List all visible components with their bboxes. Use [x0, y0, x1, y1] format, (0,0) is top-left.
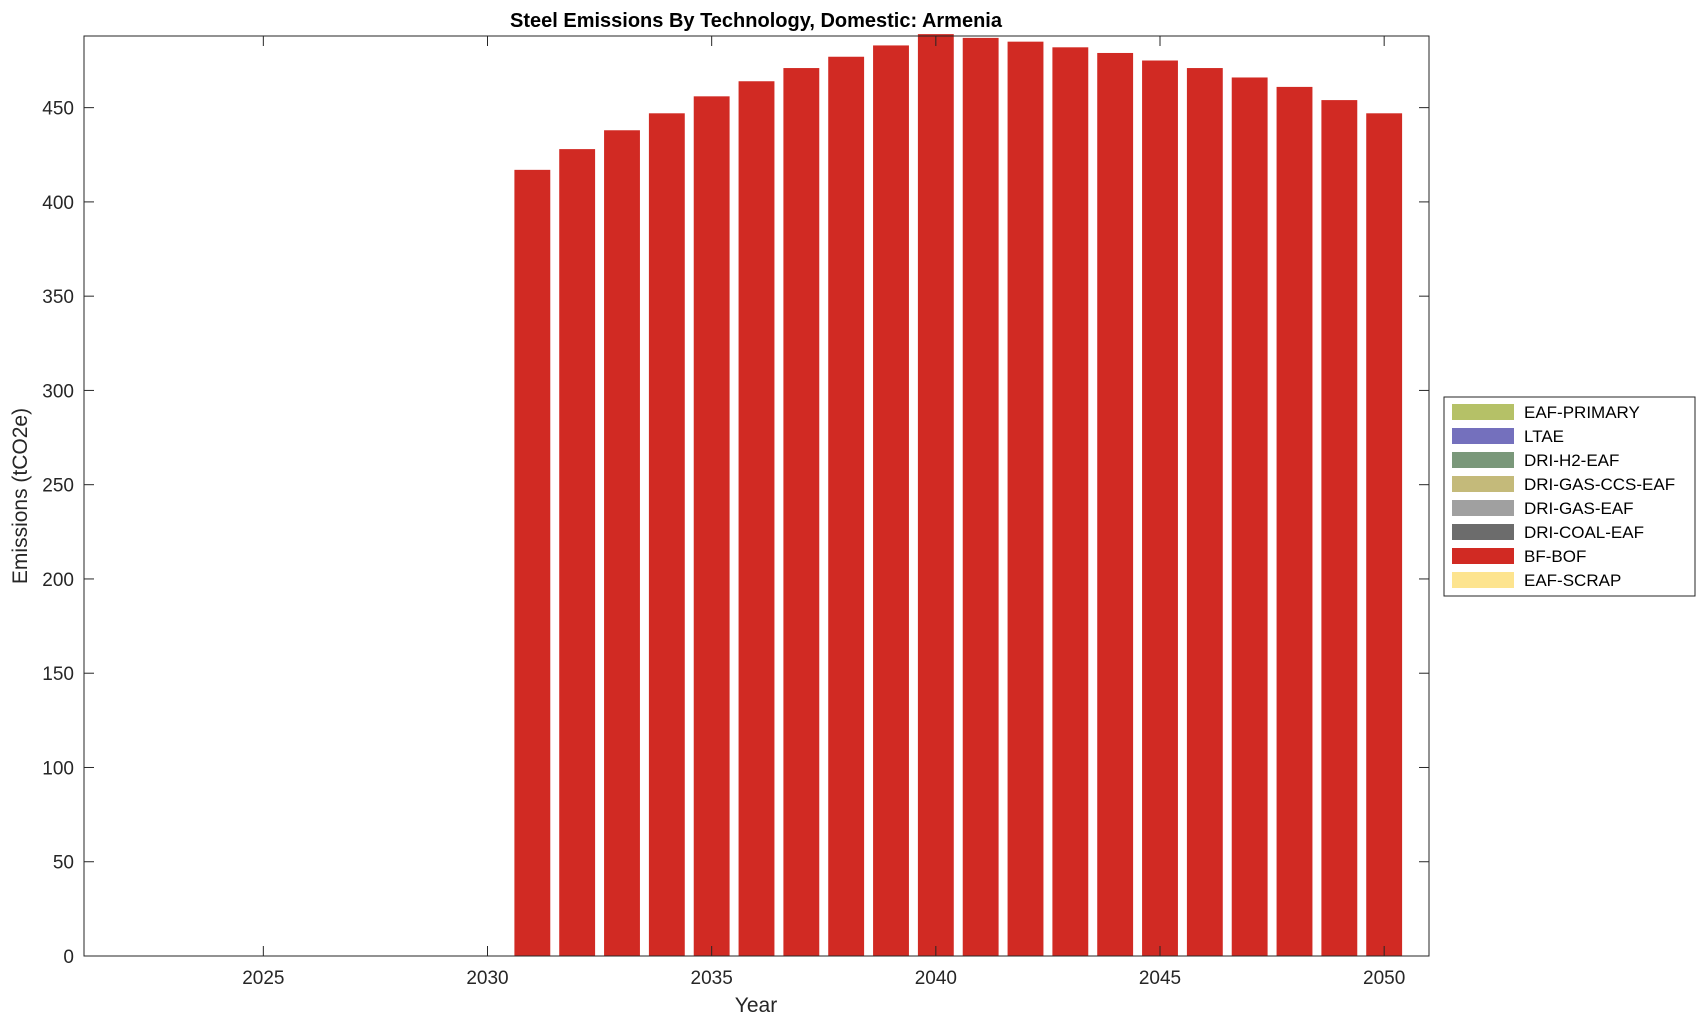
bar-bf-bof-2038	[828, 56, 865, 957]
x-tick-label-2040: 2040	[915, 968, 957, 989]
y-tick-label-400: 400	[42, 193, 74, 214]
legend-swatch-dri-coal-eaf	[1452, 524, 1514, 540]
x-tick-label-2045: 2045	[1139, 968, 1181, 989]
y-tick-label-450: 450	[42, 99, 74, 120]
y-tick-label-300: 300	[42, 381, 74, 402]
legend-label-bf-bof: BF-BOF	[1524, 547, 1586, 566]
y-tick-label-200: 200	[42, 570, 74, 591]
legend-label-eaf-primary: EAF-PRIMARY	[1524, 403, 1640, 422]
legend-label-dri-gas-ccs-eaf: DRI-GAS-CCS-EAF	[1524, 475, 1675, 494]
y-axis-label: Emissions (tCO2e)	[9, 408, 32, 584]
bar-bf-bof-2040	[917, 34, 954, 957]
bar-bf-bof-2036	[738, 81, 775, 956]
x-tick-label-2035: 2035	[691, 968, 733, 989]
legend-swatch-dri-h2-eaf	[1452, 452, 1514, 468]
legend-swatch-bf-bof	[1452, 548, 1514, 564]
x-tick-label-2050: 2050	[1363, 968, 1405, 989]
y-tick-label-150: 150	[42, 664, 74, 685]
y-tick-label-50: 50	[53, 853, 74, 874]
bar-bf-bof-2046	[1186, 68, 1223, 957]
bar-bf-bof-2031	[514, 169, 551, 957]
bar-bf-bof-2041	[962, 37, 999, 956]
bar-bf-bof-2033	[604, 130, 640, 956]
bar-bf-bof-2035	[693, 96, 730, 956]
y-tick-label-350: 350	[42, 287, 74, 308]
bar-bf-bof-2050	[1366, 113, 1403, 957]
chart-title: Steel Emissions By Technology, Domestic:…	[510, 10, 1003, 32]
legend-swatch-ltae	[1452, 428, 1514, 444]
legend-label-eaf-scrap: EAF-SCRAP	[1524, 571, 1621, 590]
bar-bf-bof-2043	[1052, 47, 1089, 957]
bar-bf-bof-2042	[1007, 41, 1044, 957]
bar-bf-bof-2039	[873, 45, 909, 957]
bar-bf-bof-2049	[1321, 100, 1358, 957]
legend-swatch-dri-gas-ccs-eaf	[1452, 476, 1514, 492]
legend-swatch-eaf-scrap	[1452, 572, 1514, 588]
y-tick-label-100: 100	[42, 758, 74, 779]
bar-bf-bof-2045	[1142, 60, 1178, 956]
plot-frame	[83, 35, 1430, 957]
legend-swatch-dri-gas-eaf	[1452, 500, 1514, 516]
legend-label-dri-gas-eaf: DRI-GAS-EAF	[1524, 499, 1634, 518]
x-tick-label-2025: 2025	[242, 968, 284, 989]
bar-bf-bof-2032	[559, 149, 596, 957]
legend-swatch-eaf-primary	[1452, 404, 1514, 420]
y-tick-label-0: 0	[63, 947, 74, 968]
legend-label-ltae: LTAE	[1524, 427, 1564, 446]
legend-box	[1443, 396, 1696, 597]
bars-group	[514, 34, 1403, 957]
y-tick-label-250: 250	[42, 476, 74, 497]
bar-bf-bof-2047	[1231, 77, 1268, 957]
bar-bf-bof-2044	[1097, 52, 1134, 957]
x-axis-label: Year	[735, 994, 777, 1017]
bar-bf-bof-2034	[648, 113, 685, 957]
legend-label-dri-coal-eaf: DRI-COAL-EAF	[1524, 523, 1644, 542]
ticks-group: 2025 2030 2035 2040 2045 2050 0 50 100 150 200 250 3…	[42, 36, 1429, 989]
bar-bf-bof-2037	[783, 68, 820, 957]
bar-bf-bof-2048	[1276, 86, 1313, 956]
x-tick-label-2030: 2030	[466, 968, 508, 989]
legend: EAF-PRIMARY LTAE DRI-H2-EAF DRI-GAS-CCS-EAF…	[1443, 396, 1696, 597]
legend-label-dri-h2-eaf: DRI-H2-EAF	[1524, 451, 1619, 470]
